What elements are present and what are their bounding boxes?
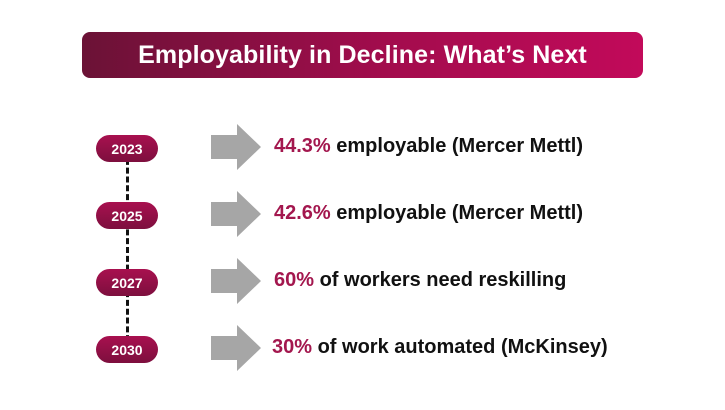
year-label: 2023 bbox=[111, 140, 143, 157]
title-banner: Employability in Decline: What’s Next bbox=[82, 32, 643, 78]
timeline-row-2030: 2030 30% of work automated (McKinsey) bbox=[0, 323, 725, 373]
stat-text: 60% of workers need reskilling bbox=[274, 269, 566, 292]
stat-description: employable (Mercer Mettl) bbox=[330, 202, 584, 224]
year-badge: 2025 bbox=[96, 202, 158, 229]
stat-description: employable (Mercer Mettl) bbox=[330, 135, 584, 157]
stat-description: of workers need reskilling bbox=[314, 269, 567, 291]
stat-description: of work automated (McKinsey) bbox=[312, 336, 608, 358]
timeline-row-2027: 2027 60% of workers need reskilling bbox=[0, 256, 725, 306]
stat-value: 44.3% bbox=[274, 135, 331, 157]
stat-value: 42.6% bbox=[274, 202, 331, 224]
right-arrow-icon bbox=[211, 191, 261, 237]
timeline-dashed-line bbox=[126, 150, 129, 350]
year-badge: 2030 bbox=[96, 336, 158, 363]
year-label: 2025 bbox=[111, 207, 143, 224]
stat-text: 30% of work automated (McKinsey) bbox=[272, 336, 608, 359]
year-label: 2027 bbox=[111, 274, 143, 291]
right-arrow-icon bbox=[211, 258, 261, 304]
stat-text: 44.3% employable (Mercer Mettl) bbox=[274, 135, 583, 158]
right-arrow-icon bbox=[211, 325, 261, 371]
year-label: 2030 bbox=[111, 341, 143, 358]
page-title: Employability in Decline: What’s Next bbox=[138, 40, 587, 69]
timeline-row-2025: 2025 42.6% employable (Mercer Mettl) bbox=[0, 189, 725, 239]
year-badge: 2027 bbox=[96, 269, 158, 296]
stat-value: 30% bbox=[272, 336, 313, 358]
stat-value: 60% bbox=[274, 269, 315, 291]
stat-text: 42.6% employable (Mercer Mettl) bbox=[274, 202, 583, 225]
timeline-row-2023: 2023 44.3% employable (Mercer Mettl) bbox=[0, 122, 725, 172]
year-badge: 2023 bbox=[96, 135, 158, 162]
right-arrow-icon bbox=[211, 124, 261, 170]
